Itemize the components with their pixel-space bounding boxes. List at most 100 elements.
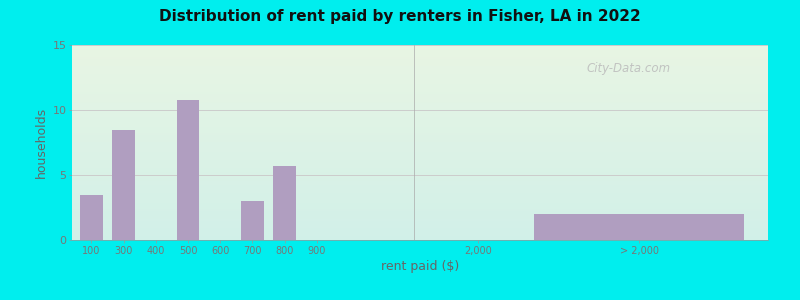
Bar	[72, 96, 768, 98]
Bar	[72, 201, 768, 203]
Bar	[72, 189, 768, 191]
Bar	[72, 197, 768, 199]
Bar	[72, 90, 768, 92]
Bar	[72, 170, 768, 172]
Bar	[72, 131, 768, 133]
Bar	[72, 166, 768, 168]
Bar	[72, 234, 768, 236]
Bar	[72, 111, 768, 113]
Bar	[72, 103, 768, 105]
Bar	[72, 74, 768, 76]
Bar	[72, 119, 768, 121]
Bar	[72, 182, 768, 183]
Bar	[72, 62, 768, 64]
Bar	[72, 232, 768, 234]
Bar	[72, 199, 768, 201]
Bar	[72, 178, 768, 179]
Bar	[72, 47, 768, 49]
Bar	[72, 117, 768, 119]
Bar	[72, 135, 768, 137]
Bar	[534, 214, 744, 240]
Bar	[80, 194, 102, 240]
Bar	[72, 176, 768, 178]
Bar	[72, 183, 768, 185]
Bar	[72, 148, 768, 150]
Bar	[177, 100, 199, 240]
Bar	[112, 130, 135, 240]
Bar	[72, 179, 768, 182]
Bar	[72, 98, 768, 100]
Bar	[72, 94, 768, 96]
Bar	[72, 193, 768, 195]
Bar	[72, 86, 768, 88]
Bar	[72, 164, 768, 166]
Bar	[72, 100, 768, 101]
Bar	[72, 76, 768, 78]
Bar	[72, 226, 768, 228]
Bar	[72, 230, 768, 232]
Bar	[72, 125, 768, 127]
Bar	[72, 78, 768, 80]
Bar	[72, 215, 768, 217]
Bar	[72, 224, 768, 226]
Bar	[72, 144, 768, 146]
Bar	[72, 101, 768, 103]
Bar	[72, 158, 768, 160]
Bar	[72, 127, 768, 129]
Bar	[72, 133, 768, 135]
Bar	[72, 49, 768, 51]
Bar	[72, 236, 768, 238]
Bar	[72, 121, 768, 123]
Bar	[72, 92, 768, 94]
Bar	[72, 238, 768, 240]
Bar	[72, 154, 768, 156]
Bar	[72, 53, 768, 55]
Y-axis label: households: households	[35, 107, 48, 178]
Bar	[72, 213, 768, 215]
Bar	[72, 228, 768, 230]
Bar	[72, 195, 768, 197]
Bar	[72, 64, 768, 66]
Text: Distribution of rent paid by renters in Fisher, LA in 2022: Distribution of rent paid by renters in …	[159, 9, 641, 24]
Bar	[72, 109, 768, 111]
Bar	[72, 45, 768, 47]
Bar	[72, 207, 768, 209]
Bar	[72, 113, 768, 115]
Bar	[72, 115, 768, 117]
Bar	[72, 191, 768, 193]
Bar	[72, 218, 768, 220]
Bar	[72, 82, 768, 84]
Bar	[72, 61, 768, 62]
Bar	[241, 201, 264, 240]
Bar	[72, 68, 768, 70]
Bar	[72, 66, 768, 68]
Bar	[72, 172, 768, 174]
Bar	[72, 57, 768, 59]
Bar	[72, 205, 768, 207]
Bar	[72, 84, 768, 86]
Bar	[72, 168, 768, 170]
Bar	[72, 105, 768, 107]
X-axis label: rent paid ($): rent paid ($)	[381, 260, 459, 273]
Text: City-Data.com: City-Data.com	[586, 62, 671, 75]
Bar	[72, 136, 768, 139]
Bar	[72, 80, 768, 82]
Bar	[72, 146, 768, 148]
Bar	[72, 162, 768, 164]
Bar	[72, 160, 768, 162]
Bar	[72, 72, 768, 74]
Bar	[72, 223, 768, 224]
Bar	[72, 185, 768, 187]
Bar	[72, 58, 768, 61]
Bar	[72, 107, 768, 109]
Bar	[72, 140, 768, 142]
Bar	[72, 211, 768, 213]
Bar	[72, 70, 768, 72]
Bar	[72, 139, 768, 140]
Bar	[72, 174, 768, 176]
Bar	[72, 123, 768, 125]
Bar	[72, 51, 768, 53]
Bar	[72, 187, 768, 189]
Bar	[72, 88, 768, 90]
Bar	[72, 203, 768, 205]
